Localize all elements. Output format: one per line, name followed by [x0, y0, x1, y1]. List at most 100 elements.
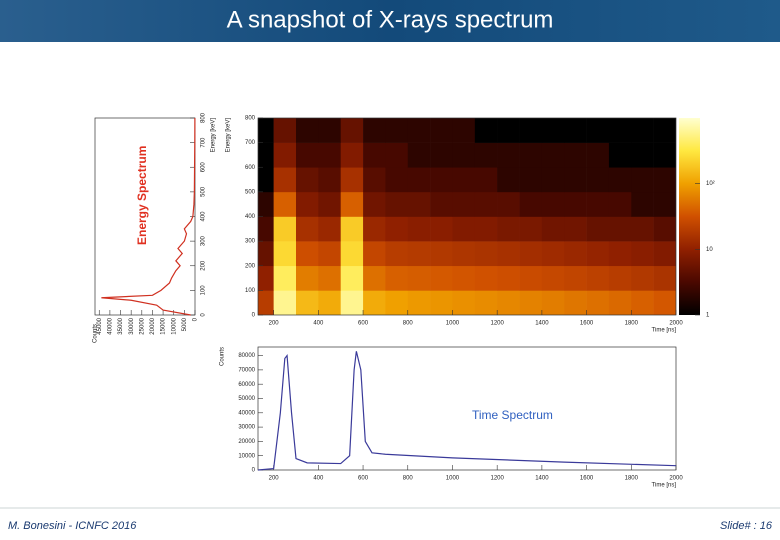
x-tick-label: 1000: [446, 476, 460, 482]
heatmap-cell: [340, 142, 364, 168]
x-tick-label: 2000: [669, 476, 683, 482]
heatmap-cell: [631, 118, 654, 143]
chart-title: Energy Spectrum: [135, 146, 149, 245]
x-tick-label: 1800: [625, 321, 639, 327]
heatmap-cell: [631, 167, 654, 193]
heatmap-cell: [497, 142, 520, 168]
heatmap-cell: [541, 241, 565, 267]
heatmap-cell: [363, 290, 386, 315]
heatmap-cell: [519, 142, 543, 168]
heatmap-cell: [363, 216, 386, 242]
heatmap-cell: [273, 118, 297, 143]
y-tick-label: 700: [245, 140, 256, 146]
heatmap-cell: [318, 118, 342, 143]
heatmap-cell: [407, 241, 431, 267]
x-tick-label: 600: [358, 321, 369, 327]
heatmap-cell: [653, 216, 676, 242]
heatmap-cell: [452, 118, 476, 143]
x-tick-label: 400: [201, 211, 207, 222]
energy-spectrum: 0 100 200 300 400 500 600 700 800 0 5000 10000 15000…: [93, 112, 217, 343]
heatmap-cell: [497, 191, 520, 217]
heatmap-cell: [318, 142, 342, 168]
y-tick-label: 0: [252, 468, 256, 474]
heatmap-cell: [564, 265, 587, 291]
y-tick-label: 200: [245, 263, 256, 269]
heatmap-cell: [318, 290, 342, 315]
x-tick-label: 1200: [490, 321, 504, 327]
x-tick-label: 1200: [490, 476, 504, 482]
y-tick-label: 500: [245, 189, 256, 195]
heatmap-cell: [363, 118, 386, 143]
heatmap-cell: [363, 191, 386, 217]
heatmap-cell: [519, 216, 543, 242]
heatmap-cell: [296, 118, 319, 143]
x-tick-label: 0: [201, 313, 207, 317]
heatmap-cell: [564, 216, 587, 242]
heatmap-cell: [363, 241, 386, 267]
heatmap-cell: [296, 290, 319, 315]
heatmap-cell: [296, 142, 319, 168]
heatmap-cell: [586, 118, 610, 143]
heatmap-cell: [340, 241, 364, 267]
spectrum-line: [101, 117, 196, 316]
heatmap-cell: [586, 265, 610, 291]
footer-slide: Slide# : 16: [720, 520, 773, 532]
heatmap-cell: [258, 167, 274, 193]
x-tick-label: 1600: [580, 321, 594, 327]
heatmap-cell: [407, 265, 431, 291]
plot-bg: [95, 118, 195, 315]
heatmap-cell: [653, 290, 676, 315]
x-tick-label: 1400: [535, 476, 549, 482]
heatmap-cell: [519, 290, 543, 315]
heatmap-cell: [407, 216, 431, 242]
heatmap-cell: [340, 167, 364, 193]
x-tick-label: 100: [201, 285, 207, 296]
heatmap-cell: [385, 290, 409, 315]
heatmap-cell: [318, 167, 342, 193]
y-tick-label: 20000: [238, 439, 255, 445]
heatmap-cell: [608, 118, 632, 143]
heatmap-cell: [497, 241, 520, 267]
heatmap-cell: [407, 118, 431, 143]
heatmap-cell: [258, 191, 274, 217]
y-tick-label: 30000: [129, 317, 135, 334]
x-tick-label: 800: [201, 112, 207, 123]
slide-title: A snapshot of X-rays spectrum: [227, 6, 554, 33]
x-axis-label: Time [ns]: [652, 483, 677, 489]
heatmap-cell: [631, 191, 654, 217]
heatmap-cell: [497, 216, 520, 242]
heatmap-cell: [541, 216, 565, 242]
heatmap-cell: [631, 290, 654, 315]
heatmap-cell: [258, 290, 274, 315]
heatmap-cell: [497, 265, 520, 291]
heatmap-cell: [258, 241, 274, 267]
heatmap-cell: [586, 241, 610, 267]
heatmap-cell: [258, 142, 274, 168]
heatmap-cell: [273, 216, 297, 242]
colorbar-tick-label: 1: [706, 313, 710, 319]
heatmap-cell: [385, 241, 409, 267]
heatmap-cell: [653, 142, 676, 168]
heatmap-cell: [407, 290, 431, 315]
heatmap-cell: [474, 118, 498, 143]
heatmap-cell: [273, 167, 297, 193]
heatmap-cell: [452, 167, 476, 193]
heatmap-cell: [519, 118, 543, 143]
x-tick-label: 1000: [446, 321, 460, 327]
heatmap-cell: [452, 265, 476, 291]
heatmap-cell: [608, 191, 632, 217]
heatmap-cell: [608, 167, 632, 193]
heatmap-cell: [430, 167, 453, 193]
y-tick-label: 35000: [118, 317, 124, 334]
heatmap-cell: [340, 265, 364, 291]
heatmap-cell: [407, 167, 431, 193]
heatmap-cell: [541, 290, 565, 315]
y-axis-label: Energy [keV]: [226, 118, 232, 153]
heatmap-cell: [586, 167, 610, 193]
heatmap-cell: [430, 290, 453, 315]
y-tick-label: 10000: [171, 317, 177, 334]
heatmap-cell: [541, 167, 565, 193]
heatmap-cell: [474, 142, 498, 168]
heatmap-cell: [519, 167, 543, 193]
y-tick-label: 40000: [107, 317, 113, 334]
